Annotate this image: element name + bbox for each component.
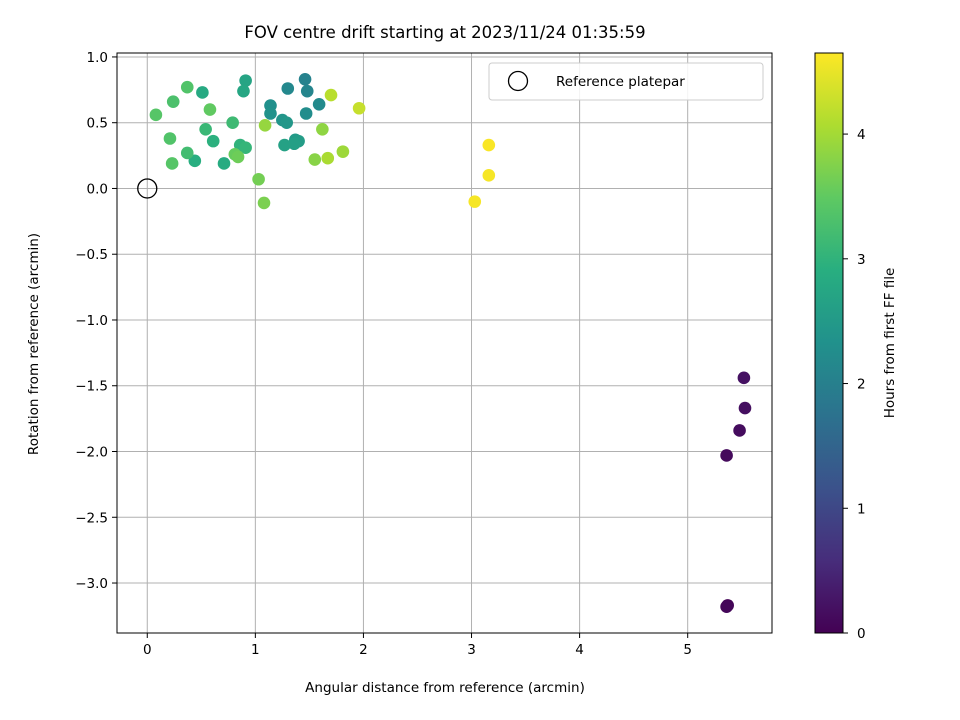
data-point xyxy=(737,371,751,385)
data-point xyxy=(738,401,752,415)
data-point xyxy=(482,138,496,152)
data-point xyxy=(180,146,194,160)
data-point xyxy=(298,73,312,86)
data-point xyxy=(252,172,265,186)
data-point xyxy=(482,169,496,182)
y-axis-ticks: 1.0 0.5 0.0 −0.5 −1.0 −1.5 −2.0 −2.5 −3.0 xyxy=(75,50,117,592)
data-point xyxy=(188,154,202,168)
data-point xyxy=(468,195,482,208)
colorbar-tick-label: 4 xyxy=(857,127,866,143)
data-point xyxy=(239,141,252,154)
legend-label: Reference platepar xyxy=(556,74,685,90)
data-point xyxy=(316,122,329,136)
data-point xyxy=(180,80,194,94)
y-tick-label: −2.0 xyxy=(75,445,108,461)
x-tick-label: 5 xyxy=(683,642,692,658)
colorbar-tick-label: 0 xyxy=(857,626,866,642)
data-point xyxy=(258,119,272,132)
data-point xyxy=(257,196,271,210)
colorbar xyxy=(814,52,844,634)
x-tick-label: 2 xyxy=(359,642,368,658)
data-point xyxy=(308,153,322,166)
y-tick-label: −1.5 xyxy=(75,379,108,395)
y-tick-label: −2.5 xyxy=(75,510,108,526)
data-point xyxy=(239,74,252,87)
colorbar-tick-label: 2 xyxy=(857,377,866,393)
data-point xyxy=(163,132,177,145)
colorbar-label: Hours from first FF file xyxy=(882,268,898,419)
y-tick-label: −1.0 xyxy=(75,313,108,329)
data-point xyxy=(336,145,350,158)
x-tick-label: 4 xyxy=(575,642,584,658)
data-point xyxy=(206,134,220,148)
legend: Reference platepar xyxy=(488,62,764,101)
data-point xyxy=(321,151,335,165)
data-point xyxy=(324,88,338,102)
data-point xyxy=(217,157,231,170)
x-tick-label: 1 xyxy=(251,642,260,658)
data-point xyxy=(237,84,250,98)
data-point xyxy=(264,107,277,120)
data-point xyxy=(720,600,733,613)
y-axis-label: Rotation from reference (arcmin) xyxy=(26,233,42,455)
plot-frame xyxy=(116,52,773,634)
data-point xyxy=(278,138,291,152)
data-point xyxy=(281,82,295,95)
y-tick-label: 1.0 xyxy=(87,50,108,66)
data-point xyxy=(203,103,217,116)
data-point xyxy=(733,424,746,437)
x-axis-label: Angular distance from reference (arcmin) xyxy=(305,680,585,696)
data-point xyxy=(165,157,179,170)
data-point xyxy=(720,449,733,462)
data-point xyxy=(352,101,366,115)
y-tick-label: −3.0 xyxy=(75,576,108,592)
data-point xyxy=(226,116,239,130)
data-point xyxy=(299,107,313,120)
data-point xyxy=(199,122,212,136)
y-tick-label: 0.5 xyxy=(87,116,108,132)
colorbar-ticks: 0 1 2 3 4 xyxy=(843,127,866,642)
data-point xyxy=(300,84,314,98)
chart-title: FOV centre drift starting at 2023/11/24 … xyxy=(244,23,645,42)
data-point xyxy=(149,108,163,122)
x-axis-ticks: 0 1 2 3 4 5 xyxy=(143,633,692,658)
x-tick-label: 3 xyxy=(467,642,476,658)
legend-marker xyxy=(507,70,529,92)
data-points xyxy=(149,73,752,613)
data-point xyxy=(196,86,209,99)
data-point xyxy=(312,97,326,111)
legend-box xyxy=(488,62,764,101)
colorbar-tick-label: 1 xyxy=(857,501,866,517)
grid xyxy=(117,53,772,633)
data-point xyxy=(280,116,293,130)
reference-platepar-marker xyxy=(137,178,158,199)
colorbar-tick-label: 3 xyxy=(857,252,866,268)
data-point xyxy=(287,137,301,151)
y-tick-label: 0.0 xyxy=(87,181,108,197)
data-point xyxy=(166,95,180,108)
data-point xyxy=(231,150,245,164)
x-tick-label: 0 xyxy=(143,642,152,658)
y-tick-label: −0.5 xyxy=(75,247,108,263)
